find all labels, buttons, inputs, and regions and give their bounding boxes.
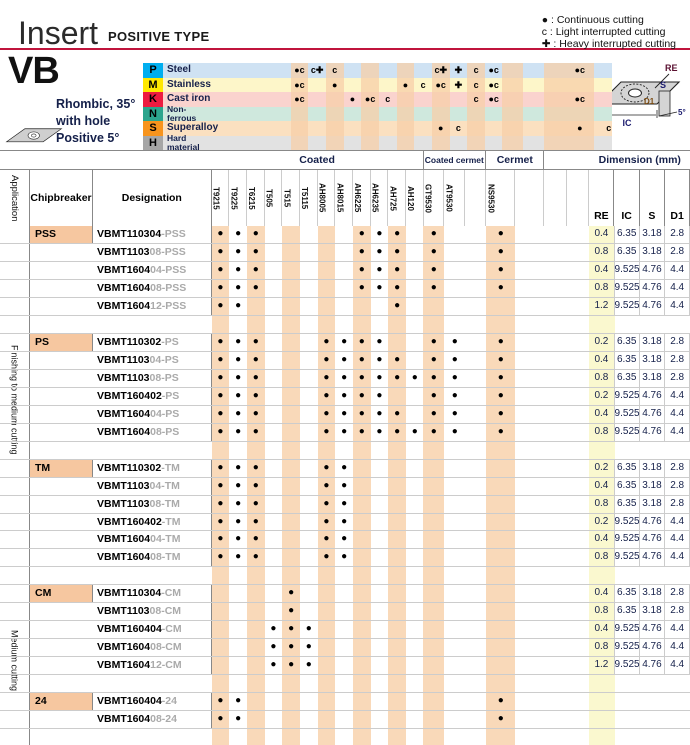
svg-text:D1: D1	[644, 97, 655, 106]
svg-text:RE: RE	[665, 63, 678, 73]
svg-text:S: S	[660, 80, 666, 90]
svg-text:5°: 5°	[678, 108, 686, 117]
svg-text:IC: IC	[623, 118, 633, 128]
